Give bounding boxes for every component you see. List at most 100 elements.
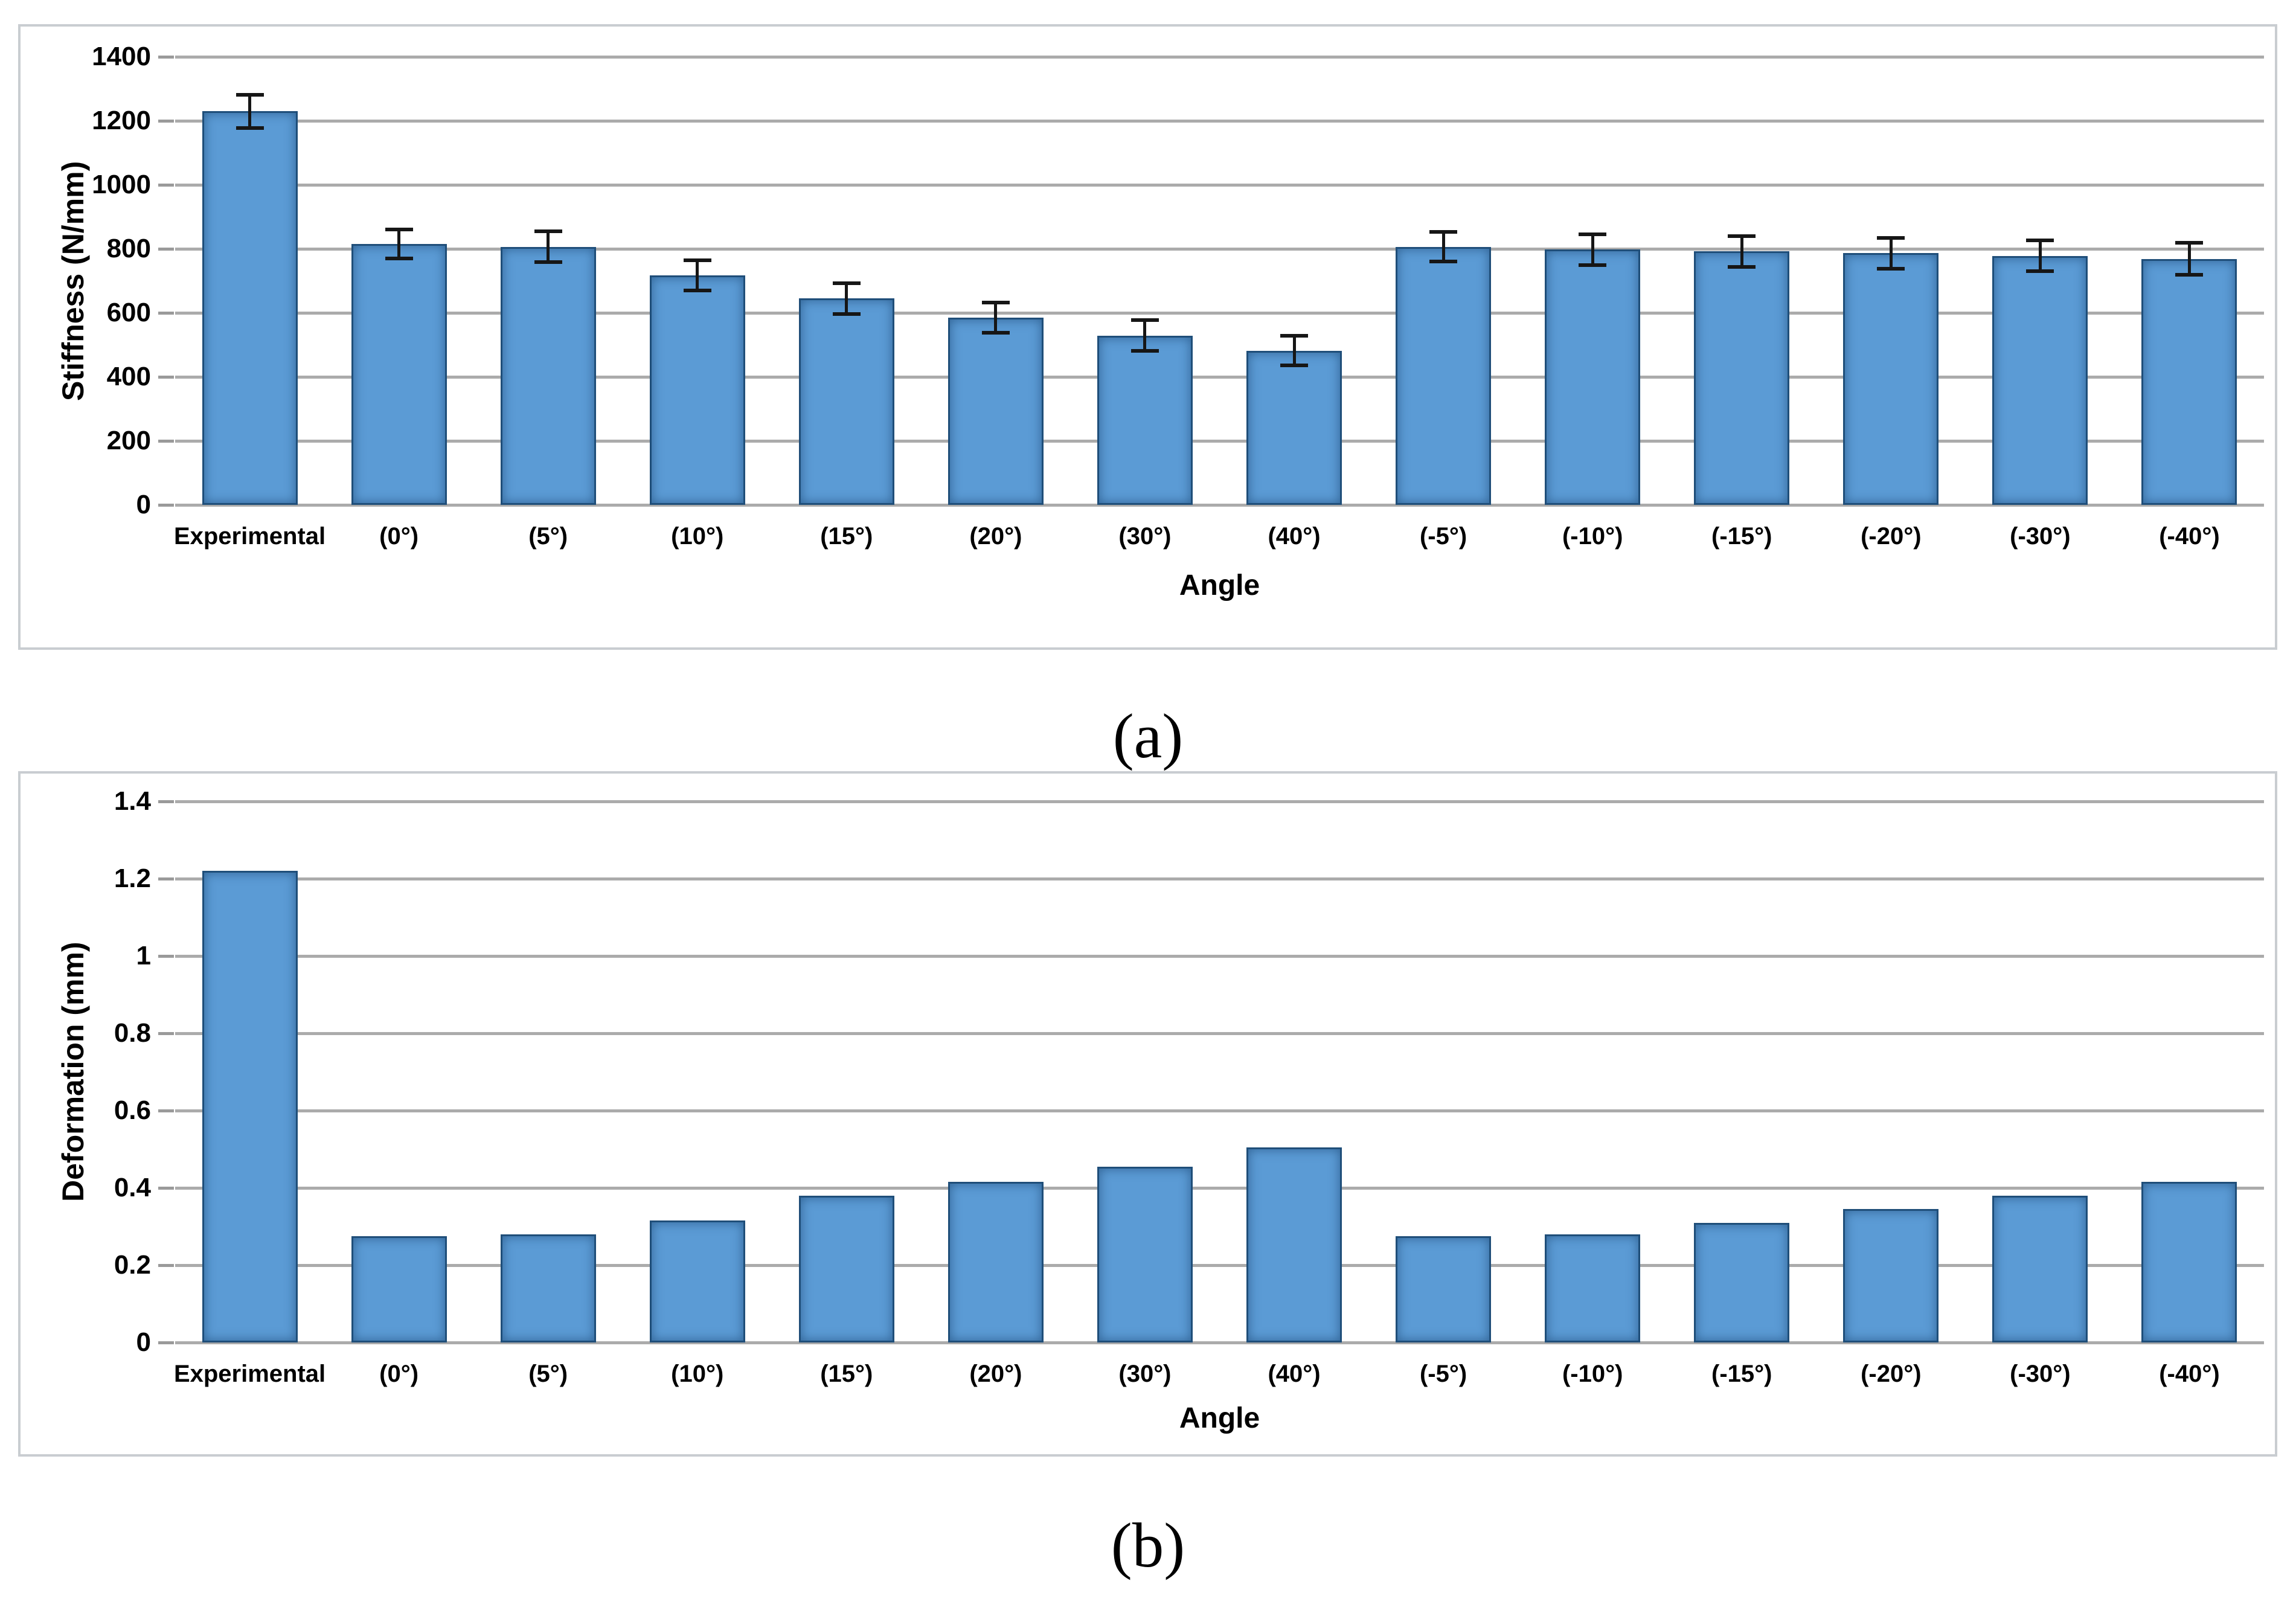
error-bar-bottom-cap: [2175, 273, 2204, 277]
error-bar-bottom-cap: [236, 126, 264, 130]
y-gridline: [175, 311, 2264, 315]
bar--20: [1843, 253, 1939, 505]
y-tick: [158, 1031, 174, 1035]
y-gridline: [175, 1263, 2264, 1267]
y-gridline: [175, 375, 2264, 379]
y-gridline: [175, 183, 2264, 187]
y-tick-label: 1: [136, 941, 151, 970]
bar--40: [2141, 258, 2237, 505]
x-tick-label: (-30°): [2010, 1361, 2071, 1387]
error-bar-top-cap: [1280, 333, 1309, 338]
y-tick-label: 1000: [92, 170, 151, 199]
y-tick: [158, 375, 174, 379]
error-bar-top-cap: [1877, 236, 1905, 240]
x-tick-label: (30°): [1118, 1361, 1172, 1387]
x-tick-label: (-20°): [1861, 523, 1922, 550]
error-bar: [1889, 237, 1893, 269]
bar-Experimental: [202, 871, 298, 1342]
y-tick: [158, 800, 174, 803]
bar-15: [798, 298, 894, 505]
y-gridline: [175, 1109, 2264, 1112]
x-tick-label: (15°): [820, 523, 873, 550]
y-tick-label: 0.2: [114, 1250, 151, 1280]
error-bar-bottom-cap: [981, 331, 1010, 335]
y-gridline: [175, 247, 2264, 251]
y-tick: [158, 119, 174, 123]
error-bar-top-cap: [2175, 241, 2204, 245]
error-bar-top-cap: [981, 300, 1010, 304]
y-gridline: [175, 119, 2264, 123]
x-tick-label: (20°): [969, 523, 1022, 550]
y-tick: [158, 954, 174, 958]
bar-30: [1097, 335, 1193, 505]
y-gridline: [175, 1341, 2264, 1344]
y-tick: [158, 183, 174, 187]
y-tick-label: 400: [106, 362, 151, 391]
error-bar-bottom-cap: [1728, 265, 1756, 269]
bar-10: [649, 1220, 745, 1342]
bar--5: [1396, 1236, 1492, 1342]
x-tick-label: (15°): [820, 1361, 873, 1387]
y-tick-label: 0.8: [114, 1018, 151, 1048]
error-bar: [845, 283, 848, 314]
x-tick-label: (-10°): [1562, 1361, 1623, 1387]
error-bar: [1292, 335, 1296, 366]
bar-20: [948, 317, 1044, 505]
deformation-chart-panel: Deformation (mm) 0 0.2 0.4 0.6 0.8 1 1.2 1.4 Exp…: [18, 771, 2277, 1457]
y-tick: [158, 877, 174, 880]
error-bar-bottom-cap: [534, 260, 562, 265]
error-bar: [696, 260, 699, 290]
error-bar-bottom-cap: [832, 312, 861, 316]
x-tick-label: (40°): [1268, 1361, 1321, 1387]
y-tick-label: 600: [106, 298, 151, 327]
error-bar-bottom-cap: [1429, 260, 1458, 264]
y-tick: [158, 1186, 174, 1190]
x-tick-label: (-40°): [2159, 1361, 2220, 1387]
x-tick-label: (30°): [1118, 523, 1172, 550]
bar--30: [1992, 255, 2088, 505]
bar--30: [1992, 1195, 2088, 1342]
error-bar-top-cap: [2026, 239, 2054, 243]
y-tick-label: 0: [136, 490, 151, 519]
bar--10: [1545, 1234, 1641, 1342]
bar-40: [1246, 1147, 1342, 1342]
error-bar: [994, 302, 998, 333]
error-bar-top-cap: [1579, 232, 1607, 236]
x-tick-label: (0°): [379, 523, 419, 550]
y-gridline: [175, 503, 2264, 507]
x-tick-label: (-5°): [1419, 1361, 1467, 1387]
y-gridline: [175, 1186, 2264, 1190]
y-gridline: [175, 877, 2264, 880]
y-tick-label: 0: [136, 1327, 151, 1357]
x-tick-label: (-15°): [1711, 1361, 1772, 1387]
error-bar: [248, 94, 252, 128]
x-tick-label: (10°): [671, 523, 724, 550]
y-tick: [158, 439, 174, 443]
bar--20: [1843, 1209, 1939, 1342]
bar--10: [1545, 249, 1641, 505]
error-bar-top-cap: [385, 228, 413, 232]
y-tick: [158, 247, 174, 251]
caption-b: (b): [1111, 1510, 1185, 1580]
y-tick-label: 200: [106, 426, 151, 455]
error-bar-bottom-cap: [1130, 349, 1159, 353]
error-bar: [547, 231, 550, 263]
bar-5: [500, 246, 596, 505]
y-tick: [158, 1109, 174, 1112]
error-bar-top-cap: [1130, 318, 1159, 322]
bar-20: [948, 1182, 1044, 1342]
y-tick-label: 0.4: [114, 1173, 151, 1202]
bar-0: [351, 1236, 447, 1342]
y-gridline: [175, 55, 2264, 59]
error-bar-top-cap: [534, 229, 562, 234]
bar-10: [649, 275, 745, 505]
x-tick-label: (-15°): [1711, 523, 1772, 550]
y-tick: [158, 55, 174, 59]
error-bar-bottom-cap: [1579, 263, 1607, 267]
stiffness-x-axis-title: Angle: [1179, 569, 1260, 601]
y-tick-label: 1.2: [114, 864, 151, 893]
x-tick-label: (-30°): [2010, 523, 2071, 550]
x-tick-label: (20°): [969, 1361, 1022, 1387]
bar-40: [1246, 350, 1342, 505]
